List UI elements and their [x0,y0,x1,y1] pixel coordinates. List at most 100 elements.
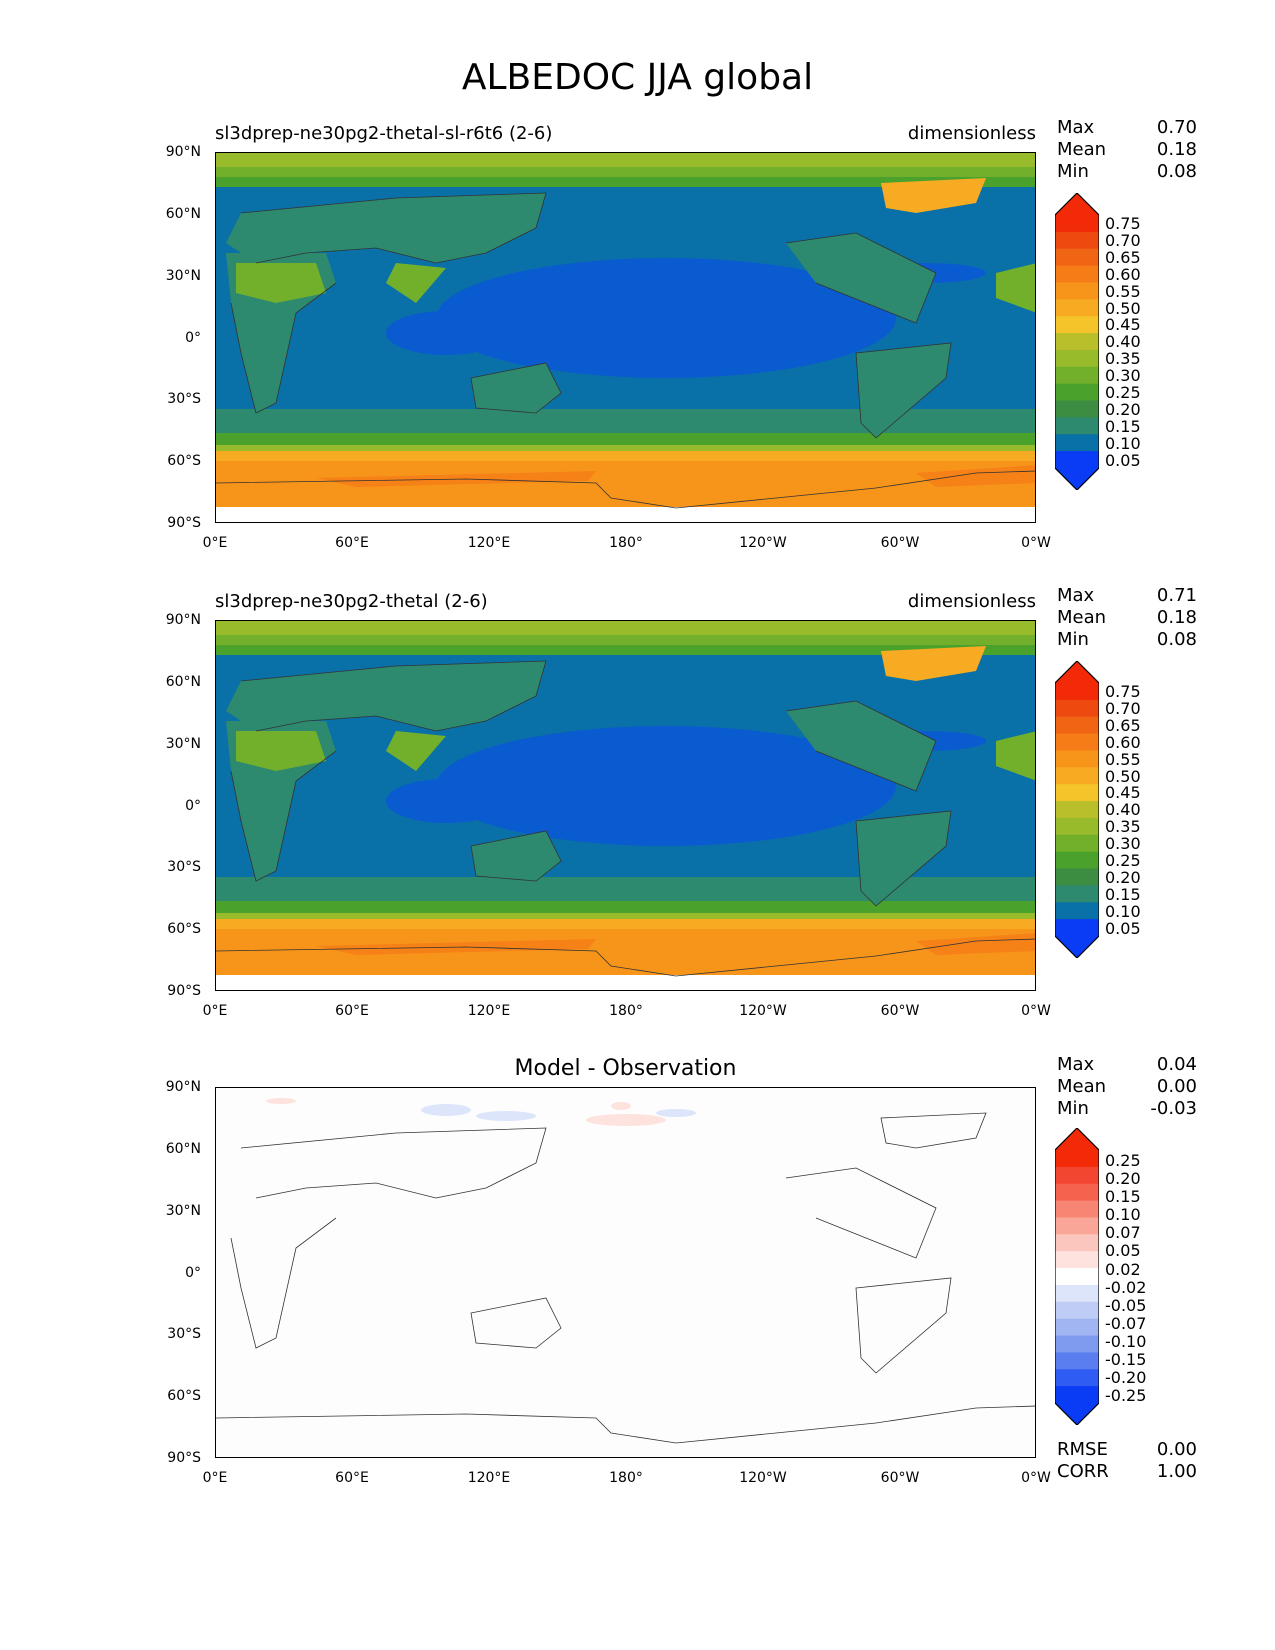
x-tick: 180° [609,1470,643,1486]
colorbar-segment [1055,801,1099,819]
panel-units: dimensionless [907,123,1036,144]
colorbar-segment [1055,885,1099,903]
stat-label: Mean [1057,1076,1107,1097]
y-tick: 30°N [165,736,201,752]
page-title: ALBEDOC JJA global [461,57,814,98]
x-tick: 0°W [1021,535,1051,551]
colorbar-segment [1055,215,1099,233]
colorbar-segment [1055,1284,1099,1303]
x-tick: 60°E [335,1003,369,1019]
colorbar-segment [1055,1335,1099,1353]
colorbar-segment [1055,1234,1099,1252]
panel-title: Model - Observation [514,1056,737,1081]
colorbar-extend-max [1055,661,1099,683]
colorbar-label: 0.25 [1105,1151,1141,1170]
colorbar-labels: 0.75 0.70 0.65 0.60 0.55 0.50 0.45 0.40 … [1105,683,1141,938]
colorbar-label: 0.40 [1105,800,1141,820]
colorbar-segment [1055,1166,1099,1185]
y-tick: 0° [185,798,201,814]
colorbar-segment [1055,1200,1099,1218]
x-tick: 0°W [1021,1470,1051,1486]
map-plot [215,1087,1036,1458]
colorbar-segment [1055,451,1099,469]
colorbar-label: 0.30 [1105,366,1141,386]
colorbar-segment [1055,1150,1099,1168]
y-tick: 90°N [165,612,201,628]
colorbar-label: 0.10 [1105,433,1141,453]
colorbar-label: 0.02 [1105,1259,1141,1279]
panel-title: sl3dprep-ne30pg2-thetal (2-6) [215,591,488,612]
x-tick: 60°E [335,1470,369,1486]
stat-label: Mean [1057,139,1107,160]
colorbar-segment [1055,299,1099,317]
colorbar-extend-min [1055,936,1099,958]
stat-label: Max [1057,117,1095,138]
colorbar-segment [1055,851,1099,870]
x-tick: 120°E [467,535,511,551]
colorbar-label: 0.65 [1105,715,1141,735]
colorbar-label: 0.70 [1105,698,1141,718]
colorbar-segment [1055,784,1099,802]
stat-label: Max [1057,585,1095,606]
y-tick: 90°S [167,1450,201,1466]
colorbar-segment [1055,316,1099,334]
colorbar-segment [1055,1386,1099,1404]
colorbar-label: -0.05 [1105,1295,1147,1315]
colorbar-segment [1055,1369,1099,1387]
colorbar-segment [1055,383,1099,402]
stats-box: Max 0.70 Mean 0.18 Min 0.08 [1057,117,1197,183]
colorbar-segment [1055,231,1099,250]
colorbar-label: 0.25 [1105,383,1141,403]
y-tick: 30°S [167,1326,201,1342]
stat-value: 0.18 [1156,139,1197,160]
colorbar-label: 0.15 [1105,1187,1141,1207]
colorbar [1055,1128,1099,1425]
y-tick: 90°S [167,515,201,531]
colorbar-segment [1055,282,1099,300]
y-tick: 30°S [167,391,201,407]
colorbar-extend-min [1055,468,1099,490]
colorbar-label: 0.20 [1105,1169,1141,1189]
colorbar-label: 0.45 [1105,315,1141,335]
y-tick: 90°S [167,983,201,999]
colorbar-label: 0.40 [1105,332,1141,352]
colorbar-label: 0.15 [1105,416,1141,436]
stat-value: 0.18 [1156,607,1197,628]
stat-label: Min [1057,161,1089,182]
colorbar-segment [1055,750,1099,768]
colorbar-segment [1055,868,1099,886]
y-tick: 90°N [165,1079,201,1095]
colorbar-segment [1055,817,1099,836]
colorbar-segment [1055,333,1099,351]
stat-label: Min [1057,629,1089,650]
colorbar-extend-max [1055,1128,1099,1150]
map-plot [215,152,1036,523]
colorbar-label: 0.75 [1105,214,1141,233]
x-tick: 0°E [202,1470,228,1486]
colorbar-label: 0.60 [1105,732,1141,752]
y-tick: 60°S [167,1388,201,1404]
x-tick: 60°E [335,535,369,551]
colorbar-segment [1055,767,1099,785]
colorbar [1055,661,1099,958]
y-tick: 0° [185,330,201,346]
colorbar-labels: 0.25 0.20 0.15 0.10 0.07 0.05 0.02 -0.02… [1105,1151,1147,1405]
colorbar-label: 0.20 [1105,399,1141,419]
colorbar-segment [1055,699,1099,718]
colorbar-label: 0.50 [1105,766,1141,786]
colorbar-label: 0.07 [1105,1223,1141,1243]
y-tick: 0° [185,1265,201,1281]
y-tick: 60°S [167,453,201,469]
colorbar-label: 0.30 [1105,834,1141,854]
colorbar-labels: 0.75 0.70 0.65 0.60 0.55 0.50 0.45 0.40 … [1105,214,1141,470]
x-tick: 0°E [202,1003,228,1019]
colorbar-segment [1055,1301,1099,1320]
colorbar-segment [1055,1217,1099,1235]
colorbar-label: 0.20 [1105,867,1141,887]
y-tick: 60°S [167,921,201,937]
colorbar-label: 0.35 [1105,817,1141,837]
stat-value: 0.08 [1156,629,1197,650]
colorbar-label: 0.70 [1105,230,1141,250]
x-tick: 120°E [467,1470,511,1486]
colorbar-segment [1055,1318,1099,1337]
